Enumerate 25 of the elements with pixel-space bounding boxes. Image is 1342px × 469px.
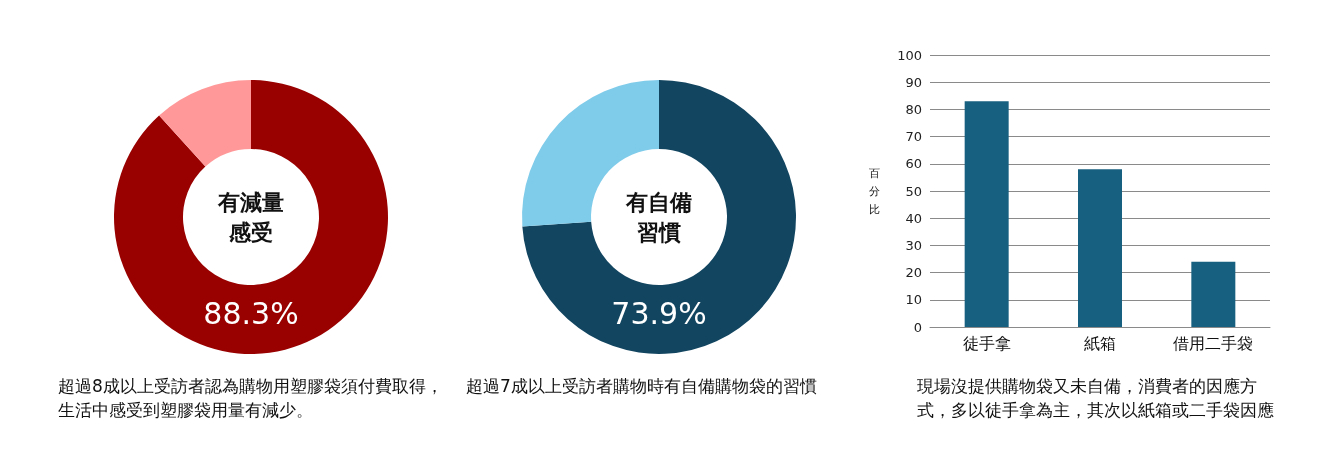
- text: 超過8成以上受訪者認為購物用塑膠袋須付費取得，生活中感受到塑膠袋用量有減少。: [58, 375, 443, 422]
- text: 現場沒提供購物袋又未自備，消費者的因應方式，多以徒手拿為主，其次以紙箱或二手袋因應: [917, 375, 1275, 422]
- y-tick-label: 10: [905, 292, 922, 308]
- text: 有減量感受: [217, 189, 284, 245]
- y-tick-label: 40: [905, 210, 922, 226]
- y-tick-label: 0: [913, 319, 922, 335]
- y-tick-label: 60: [905, 156, 922, 172]
- bar: [1191, 261, 1236, 327]
- y-tick-label: 30: [905, 237, 922, 253]
- y-tick-label: 20: [905, 265, 922, 281]
- y-tick-label: 70: [905, 129, 922, 145]
- x-tick-label: 紙箱: [1084, 333, 1116, 353]
- y-axis-title: 百分比: [869, 166, 880, 216]
- data-label: 73.9%: [611, 295, 707, 331]
- text: 超過7成以上受訪者購物時有自備購物袋的習慣: [466, 375, 818, 398]
- bar: [964, 101, 1009, 327]
- y-tick-label: 50: [905, 183, 922, 199]
- x-tick-label: 徒手拿: [962, 333, 1011, 353]
- y-tick-label: 100: [897, 47, 922, 63]
- data-label: 88.3%: [203, 295, 299, 331]
- y-tick-label: 80: [905, 101, 922, 117]
- y-tick-label: 90: [905, 74, 922, 90]
- x-tick-label: 借用二手袋: [1173, 333, 1254, 353]
- text: 有自備習慣: [625, 189, 692, 245]
- bar: [1078, 169, 1122, 327]
